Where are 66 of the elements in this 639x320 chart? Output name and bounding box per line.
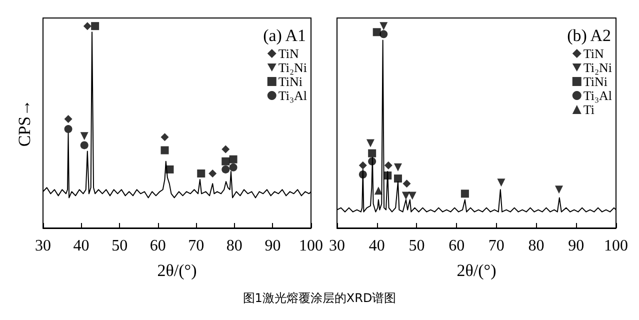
x-tick-label: 40 — [368, 238, 385, 254]
x-tick-label: 80 — [226, 238, 242, 254]
point — [160, 146, 169, 154]
point — [497, 178, 506, 187]
x-tick-label: 40 — [73, 238, 90, 254]
point — [222, 145, 230, 154]
x-tick-label: 60 — [448, 238, 465, 254]
point — [402, 192, 410, 200]
legend-label: Ti₂Ni — [583, 60, 612, 75]
point — [166, 165, 174, 174]
point — [366, 139, 374, 148]
x-tick-label: 100 — [604, 238, 628, 254]
point — [83, 22, 92, 30]
point — [64, 114, 72, 123]
legend-label: TiN — [583, 46, 604, 61]
point — [80, 141, 88, 150]
x-tick-label: 50 — [408, 238, 425, 254]
caption: 图1激光熔覆涂层的XRD谱图 — [242, 290, 398, 307]
point — [197, 169, 206, 178]
point — [80, 132, 88, 140]
y-axis-title: CPS→ — [15, 99, 34, 147]
chart-title: (b) A2 — [567, 26, 612, 45]
point — [64, 125, 72, 134]
point — [374, 186, 382, 195]
point — [555, 186, 564, 194]
x-axis-title: 2θ/(°) — [157, 261, 197, 280]
point — [229, 163, 238, 172]
x-tick-label: 80 — [528, 238, 544, 254]
point — [460, 190, 469, 198]
point — [229, 155, 238, 164]
legend-label: TiNi — [278, 74, 303, 89]
x-tick-label: 100 — [299, 238, 323, 254]
point — [384, 172, 392, 180]
point — [394, 174, 402, 183]
point — [222, 157, 230, 166]
x-tick-label: 90 — [568, 238, 584, 254]
point — [372, 28, 381, 36]
legend-label: Ti₃Al — [278, 88, 308, 103]
x-tick-label: 30 — [329, 238, 345, 254]
x-tick-label: 70 — [188, 238, 204, 254]
legend-label: Ti₃Al — [583, 88, 612, 103]
point — [358, 170, 367, 178]
x-tick-label: 60 — [150, 238, 166, 254]
point — [408, 192, 416, 200]
chart-title: (a) A1 — [263, 26, 306, 45]
point — [380, 30, 388, 38]
x-tick-label: 30 — [35, 238, 51, 254]
x-tick-label: 90 — [264, 238, 281, 254]
point — [222, 165, 230, 174]
point — [368, 157, 376, 166]
point — [384, 161, 392, 170]
point — [160, 133, 169, 142]
legend-label: Ti — [583, 102, 595, 117]
x-tick-label: 70 — [488, 238, 504, 254]
legend-label: Ti₂Ni — [278, 60, 308, 75]
x-axis-title: 2θ/(°) — [456, 261, 496, 280]
point — [208, 169, 217, 178]
point — [380, 22, 388, 30]
legend-label: TiNi — [583, 74, 608, 89]
point — [91, 22, 100, 30]
legend-label: TiN — [278, 46, 300, 61]
point — [358, 161, 367, 170]
x-tick-label: 50 — [112, 238, 128, 254]
point — [394, 163, 402, 172]
point — [402, 180, 411, 188]
point — [368, 149, 376, 158]
